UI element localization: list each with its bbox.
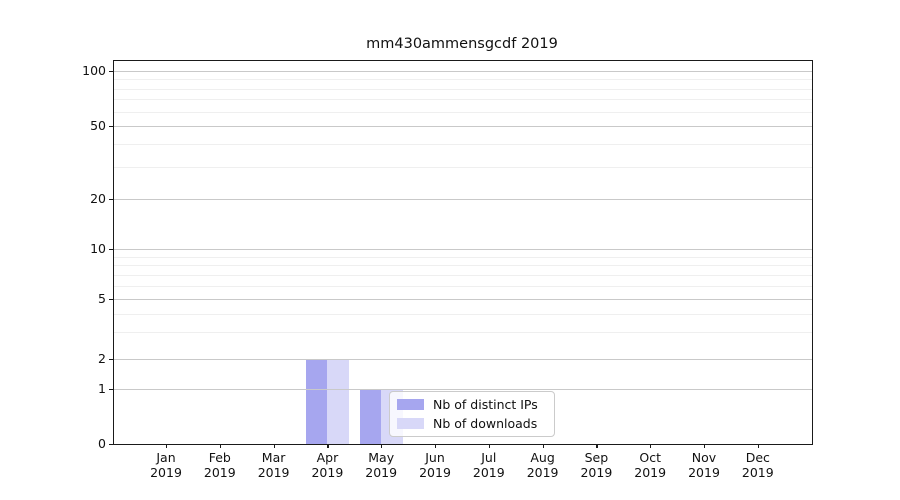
- x-tick-label-month: May: [368, 450, 395, 465]
- x-tick-label-year: 2019: [580, 465, 613, 480]
- y-tick-mark-0: [109, 444, 113, 446]
- y-tick-mark-50: [109, 126, 113, 128]
- x-tick-label-year: 2019: [526, 465, 559, 480]
- gridline-minor-80: [114, 88, 812, 90]
- gridline-minor-9: [114, 256, 812, 258]
- x-tick-label-year: 2019: [150, 465, 182, 480]
- x-tick-label-year: 2019: [472, 465, 505, 480]
- x-tick-mark-jun: [435, 444, 437, 448]
- x-tick-label-nov: Nov 2019: [672, 450, 736, 480]
- x-tick-mark-sep: [596, 444, 598, 448]
- bar-nb-of-distinct-ips-apr: [305, 359, 328, 444]
- legend-item-nb-of-distinct-ips: Nb of distinct IPs: [397, 397, 546, 412]
- x-tick-label-mar: Mar 2019: [242, 450, 306, 480]
- x-tick-mark-dec: [757, 444, 760, 448]
- y-tick-mark-10: [109, 249, 113, 251]
- legend-label-nb-of-downloads: Nb of downloads: [433, 416, 538, 431]
- chart-title: mm430ammensgcdf 2019: [366, 36, 558, 52]
- bar-nb-of-downloads-apr: [327, 359, 349, 444]
- x-tick-mark-jul: [488, 444, 491, 448]
- x-tick-label-year: 2019: [257, 465, 290, 480]
- x-tick-label-sep: Sep 2019: [564, 450, 628, 480]
- x-tick-mark-aug: [542, 444, 544, 448]
- x-tick-label-year: 2019: [203, 465, 236, 480]
- y-tick-label-100: 100: [82, 63, 106, 78]
- y-tick-mark-100: [109, 71, 113, 73]
- y-tick-mark-1: [109, 389, 113, 391]
- y-tick-mark-5: [109, 299, 113, 301]
- legend-label-nb-of-distinct-ips: Nb of distinct IPs: [433, 397, 538, 412]
- x-tick-mark-feb: [219, 444, 222, 448]
- x-tick-label-may: May 2019: [349, 450, 413, 480]
- x-tick-label-month: Dec: [745, 450, 770, 465]
- x-tick-label-aug: Aug 2019: [511, 450, 575, 480]
- x-tick-mark-jan: [166, 444, 168, 448]
- x-tick-label-month: Sep: [584, 450, 609, 465]
- y-tick-label-5: 5: [98, 291, 106, 306]
- y-tick-label-2: 2: [98, 351, 106, 366]
- gridline-major-100: [114, 71, 812, 72]
- legend: Nb of distinct IPs Nb of downloads: [389, 391, 555, 437]
- gridline-major-20: [114, 199, 812, 200]
- x-tick-label-apr: Apr 2019: [295, 450, 359, 480]
- x-tick-label-oct: Oct 2019: [618, 450, 682, 480]
- bar-nb-of-distinct-ips-may: [359, 389, 382, 444]
- x-tick-label-year: 2019: [365, 465, 398, 480]
- y-tick-mark-20: [109, 199, 113, 201]
- gridline-minor-40: [114, 143, 812, 145]
- x-tick-label-month: Apr: [316, 450, 339, 465]
- x-tick-label-jan: Jan 2019: [134, 450, 198, 480]
- gridline-minor-7: [114, 274, 812, 276]
- y-tick-label-0: 0: [98, 436, 106, 451]
- x-tick-mark-oct: [650, 444, 652, 448]
- gridline-minor-4: [114, 313, 812, 315]
- gridline-minor-60: [114, 111, 812, 113]
- y-tick-label-10: 10: [90, 241, 106, 256]
- gridline-major-50: [114, 126, 812, 127]
- legend-item-nb-of-downloads: Nb of downloads: [397, 416, 546, 431]
- x-tick-label-month: Jul: [481, 450, 497, 465]
- x-tick-label-year: 2019: [741, 465, 774, 480]
- x-tick-mark-mar: [273, 444, 275, 448]
- x-tick-label-dec: Dec 2019: [726, 450, 790, 480]
- gridline-minor-70: [114, 99, 812, 101]
- gridline-minor-30: [114, 166, 812, 168]
- gridline-minor-8: [114, 265, 812, 267]
- x-tick-label-month: Aug: [530, 450, 555, 465]
- gridline-major-1: [114, 389, 812, 390]
- x-tick-label-month: Jun: [425, 450, 445, 465]
- x-tick-label-feb: Feb 2019: [188, 450, 252, 480]
- gridline-major-10: [114, 249, 812, 250]
- x-tick-label-month: Jan: [156, 450, 176, 465]
- x-tick-label-year: 2019: [311, 465, 344, 480]
- gridline-major-2: [114, 359, 812, 360]
- gridline-minor-90: [114, 79, 812, 81]
- y-tick-label-50: 50: [90, 118, 106, 133]
- x-tick-label-year: 2019: [688, 465, 720, 480]
- x-tick-label-month: Nov: [691, 450, 717, 465]
- legend-swatch-nb-of-downloads: [397, 418, 424, 429]
- gridline-minor-6: [114, 285, 812, 287]
- y-tick-mark-2: [109, 359, 113, 361]
- y-tick-label-20: 20: [90, 191, 106, 206]
- gridline-minor-3: [114, 332, 812, 334]
- x-tick-label-jul: Jul 2019: [457, 450, 521, 480]
- x-tick-mark-nov: [704, 444, 706, 448]
- x-tick-mark-may: [381, 444, 383, 448]
- x-tick-label-year: 2019: [634, 465, 667, 480]
- x-tick-label-month: Feb: [208, 450, 231, 465]
- gridline-major-5: [114, 299, 812, 300]
- legend-swatch-nb-of-distinct-ips: [397, 399, 424, 410]
- x-tick-mark-apr: [327, 444, 329, 448]
- x-tick-label-month: Mar: [261, 450, 286, 465]
- y-tick-label-1: 1: [98, 381, 106, 396]
- plot-area: 0 1 2 5 10 20 50 100 Jan 2019 Feb 2019 Mar 2019 Apr 201…: [82, 60, 813, 480]
- x-tick-label-month: Oct: [639, 450, 661, 465]
- x-tick-label-jun: Jun 2019: [403, 450, 467, 480]
- x-tick-label-year: 2019: [419, 465, 451, 480]
